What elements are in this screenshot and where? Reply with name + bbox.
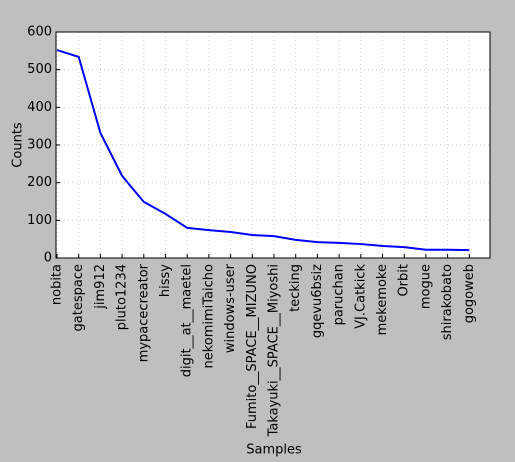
x-tick-label: mypacecreator xyxy=(136,263,151,362)
x-tick-label: gatespace xyxy=(71,264,86,331)
x-tick-label: windows-user xyxy=(223,263,238,353)
x-tick-label: nobita xyxy=(50,264,65,305)
x-tick-label: paruchan xyxy=(332,264,347,325)
y-axis-label: Counts xyxy=(11,122,26,168)
data-line xyxy=(56,49,470,252)
y-tick-label: 200 xyxy=(27,175,52,190)
y-tick-label: 400 xyxy=(27,100,52,115)
x-tick-label: jim912 xyxy=(93,264,108,310)
y-tick-label: 100 xyxy=(27,213,52,228)
x-tick-label: mekemoke xyxy=(375,264,390,335)
x-tick-label: VJ.Catkick xyxy=(353,264,368,329)
x-tick-label: gqevu6bsiz xyxy=(310,264,325,338)
x-tick-label: pluto1234 xyxy=(115,264,130,330)
x-tick-label: mogue xyxy=(418,264,433,309)
x-axis-label: Samples xyxy=(246,443,302,458)
x-tick-label: tecking xyxy=(288,264,303,312)
x-tick-label: hissy xyxy=(158,264,173,297)
x-tick-label: shirakobato xyxy=(440,264,455,340)
x-tick-label: Fumito__SPACE__MIZUNO xyxy=(245,264,260,429)
x-tick-label: gogoweb xyxy=(462,264,477,323)
x-tick-label: Orbit xyxy=(397,264,412,297)
y-tick-label: 500 xyxy=(27,62,52,77)
x-tick-label: nekomimiTaicho xyxy=(201,264,216,369)
y-tick-label: 300 xyxy=(27,138,52,153)
y-tick-label: 600 xyxy=(27,25,52,40)
x-tick-label: digit__at__maetel xyxy=(180,264,195,377)
marks xyxy=(56,49,470,252)
y-tick-label: 0 xyxy=(44,251,52,266)
x-tick-label: Takayuki__SPACE__Miyoshi xyxy=(267,264,282,437)
